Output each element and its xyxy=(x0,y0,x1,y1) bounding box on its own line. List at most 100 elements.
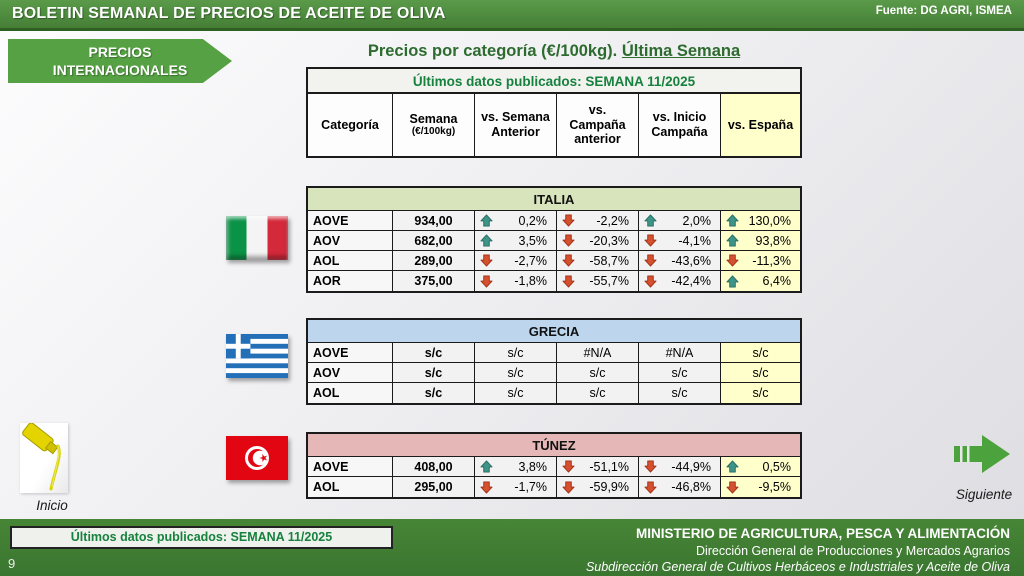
next-arrow-icon xyxy=(954,435,1010,473)
change-cell: -44,9% xyxy=(639,457,721,476)
country-header: ITALIA xyxy=(308,188,800,211)
price-cell: s/c xyxy=(393,363,475,382)
down-arrow-icon xyxy=(480,254,493,267)
table-row: AOV 682,00 3,5% -20,3% -4,1% 93,8% xyxy=(308,231,800,251)
ministry-block: MINISTERIO DE AGRICULTURA, PESCA Y ALIME… xyxy=(586,525,1010,575)
ministry-line-3: Subdirección General de Cultivos Herbáce… xyxy=(585,559,1010,574)
price-cell: 375,00 xyxy=(393,271,475,291)
up-arrow-icon xyxy=(726,234,739,247)
table-tunez: TÚNEZ AOVE 408,00 3,8% -51,1% -44,9% 0,5% AOL 2… xyxy=(306,432,802,499)
category-cell: AOV xyxy=(308,231,393,250)
down-arrow-icon xyxy=(644,274,657,288)
change-cell: -20,3% xyxy=(557,231,639,250)
banner-line1: PRECIOS xyxy=(88,43,152,60)
up-arrow-icon xyxy=(480,234,493,247)
table-row: AOR 375,00 -1,8% -55,7% -42,4% 6,4% xyxy=(308,271,800,291)
category-cell: AOVE xyxy=(308,457,393,476)
table-row: AOVE 934,00 0,2% -2,2% 2,0% 130,0% xyxy=(308,211,800,231)
change-cell: -1,7% xyxy=(475,477,557,497)
price-cell: 682,00 xyxy=(393,231,475,250)
change-cell: #N/A xyxy=(557,343,639,362)
table-row: AOL 289,00 -2,7% -58,7% -43,6% -11,3% xyxy=(308,251,800,271)
column-header-vs-semana: vs. Semana Anterior xyxy=(475,94,557,156)
change-cell: #N/A xyxy=(639,343,721,362)
change-cell: s/c xyxy=(557,383,639,403)
change-cell: 6,4% xyxy=(721,271,800,291)
change-cell: s/c xyxy=(721,383,800,403)
change-cell: s/c xyxy=(639,363,721,382)
change-cell: -43,6% xyxy=(639,251,721,270)
greece-flag-icon xyxy=(226,334,288,378)
banner-line2: INTERNACIONALES xyxy=(52,62,188,78)
price-cell: 289,00 xyxy=(393,251,475,270)
table-row: AOVE 408,00 3,8% -51,1% -44,9% 0,5% xyxy=(308,457,800,477)
category-cell: AOR xyxy=(308,271,393,291)
down-arrow-icon xyxy=(644,234,657,247)
siguiente-label[interactable]: Siguiente xyxy=(955,487,1013,502)
change-cell: 2,0% xyxy=(639,211,721,230)
category-cell: AOV xyxy=(308,363,393,382)
column-header-vs-espana: vs. España xyxy=(721,94,800,156)
change-cell: -9,5% xyxy=(721,477,800,497)
footer-bar: Últimos datos publicados: SEMANA 11/2025… xyxy=(0,519,1024,576)
category-cell: AOL xyxy=(308,477,393,497)
change-cell: -58,7% xyxy=(557,251,639,270)
down-arrow-icon xyxy=(562,274,575,288)
change-cell: 93,8% xyxy=(721,231,800,250)
change-cell: 0,2% xyxy=(475,211,557,230)
category-cell: AOL xyxy=(308,383,393,403)
precios-internacionales-banner: PRECIOS INTERNACIONALES xyxy=(8,39,232,83)
change-cell: 0,5% xyxy=(721,457,800,476)
change-cell: s/c xyxy=(721,363,800,382)
country-header: GRECIA xyxy=(308,320,800,343)
change-cell: -46,8% xyxy=(639,477,721,497)
change-cell: -2,2% xyxy=(557,211,639,230)
tunisia-flag-icon xyxy=(226,436,288,480)
change-cell: -11,3% xyxy=(721,251,800,270)
table-row: AOVE s/c s/c #N/A #N/A s/c xyxy=(308,343,800,363)
change-cell: s/c xyxy=(475,343,557,362)
change-cell: 3,8% xyxy=(475,457,557,476)
down-arrow-icon xyxy=(562,480,575,494)
siguiente-nav[interactable] xyxy=(948,430,1018,483)
table-title: Precios por categoría (€/100kg). Última … xyxy=(306,42,802,61)
price-cell: 408,00 xyxy=(393,457,475,476)
up-arrow-icon xyxy=(726,460,739,473)
table-italia: ITALIA AOVE 934,00 0,2% -2,2% 2,0% 130,0% AOV 6… xyxy=(306,186,802,293)
column-header-vs-campana: vs. Campaña anterior xyxy=(557,94,639,156)
column-header-categoria: Categoría xyxy=(308,94,393,156)
top-header-bar: BOLETIN SEMANAL DE PRECIOS DE ACEITE DE … xyxy=(0,0,1024,31)
published-footer: Últimos datos publicados: SEMANA 11/2025 xyxy=(10,526,393,549)
down-arrow-icon xyxy=(726,480,739,494)
table-title-prefix: Precios por categoría (€/100kg). xyxy=(367,42,622,60)
down-arrow-icon xyxy=(480,274,493,288)
price-cell: 295,00 xyxy=(393,477,475,497)
change-cell: s/c xyxy=(639,383,721,403)
price-cell: s/c xyxy=(393,383,475,403)
change-cell: -59,9% xyxy=(557,477,639,497)
table-grecia: GRECIA AOVE s/c s/c #N/A #N/A s/c AOV s/c s/c s/c… xyxy=(306,318,802,405)
change-cell: 3,5% xyxy=(475,231,557,250)
change-cell: -4,1% xyxy=(639,231,721,250)
inicio-nav[interactable]: Inicio xyxy=(36,498,68,513)
down-arrow-icon xyxy=(644,460,657,473)
change-cell: -2,7% xyxy=(475,251,557,270)
table-row: AOL s/c s/c s/c s/c s/c xyxy=(308,383,800,403)
up-arrow-icon xyxy=(480,214,493,227)
page-number: 9 xyxy=(8,556,16,571)
source-label: Fuente: DG AGRI, ISMEA xyxy=(875,5,1012,17)
category-cell: AOL xyxy=(308,251,393,270)
published-header: Últimos datos publicados: SEMANA 11/2025 xyxy=(308,69,800,94)
page-title-main: BOLETIN SEMANAL DE PRECIOS DE ACEITE DE … xyxy=(12,5,446,22)
column-header-semana: Semana (€/100kg) xyxy=(393,94,475,156)
table-row: AOV s/c s/c s/c s/c s/c xyxy=(308,363,800,383)
table-row: AOL 295,00 -1,7% -59,9% -46,8% -9,5% xyxy=(308,477,800,497)
change-cell: s/c xyxy=(557,363,639,382)
ministry-line-1: MINISTERIO DE AGRICULTURA, PESCA Y ALIME… xyxy=(635,526,1010,541)
category-cell: AOVE xyxy=(308,343,393,362)
down-arrow-icon xyxy=(562,214,575,227)
down-arrow-icon xyxy=(726,254,739,267)
down-arrow-icon xyxy=(562,234,575,247)
italy-flag-icon xyxy=(226,216,288,260)
olive-oil-image[interactable] xyxy=(20,422,68,493)
